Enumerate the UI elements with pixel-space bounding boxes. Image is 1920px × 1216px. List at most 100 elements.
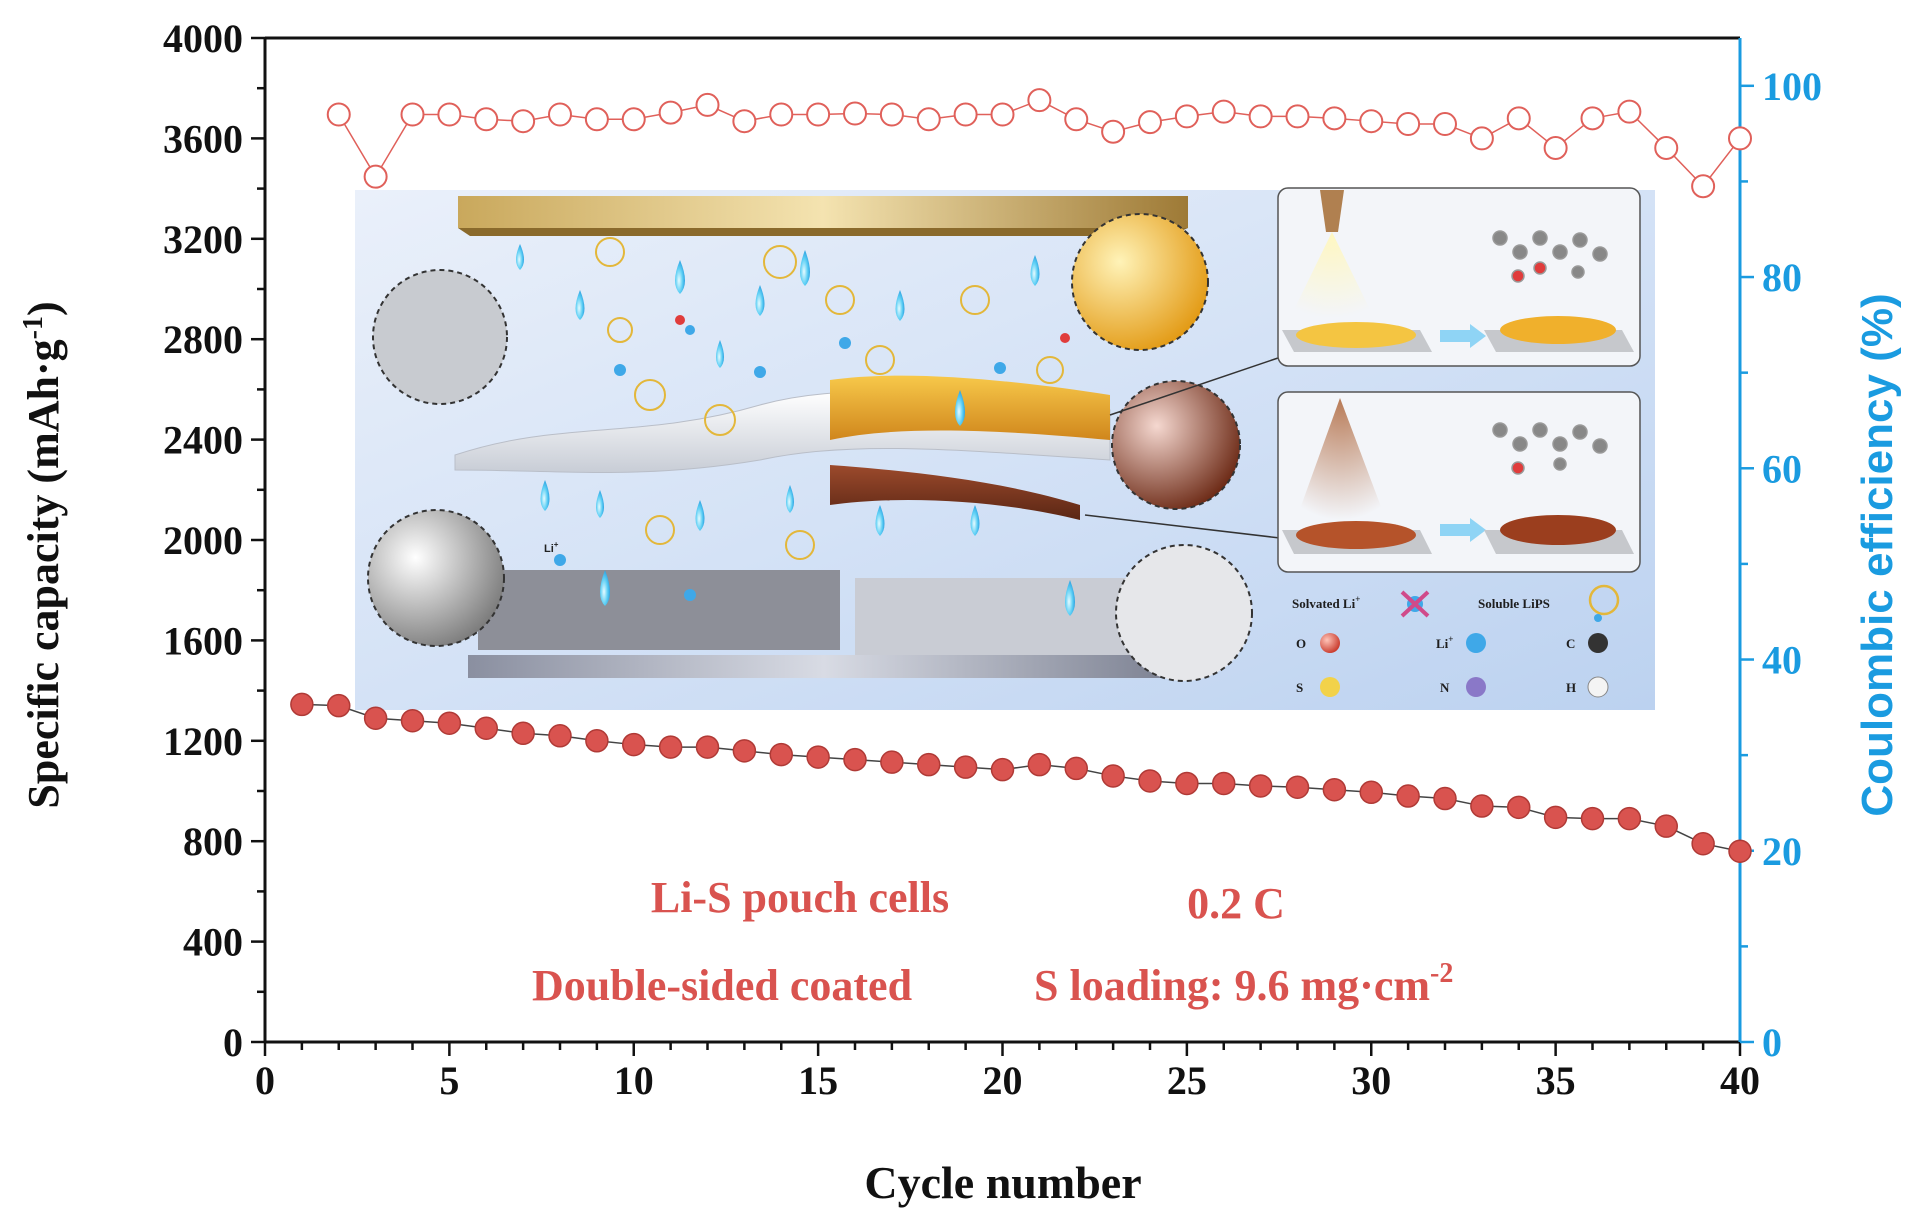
y-left-tick-label: 800 xyxy=(183,819,243,864)
magnifier-gold xyxy=(1071,213,1209,351)
capacity-point xyxy=(474,716,498,740)
x-tick-label: 35 xyxy=(1536,1058,1576,1103)
capacity-point xyxy=(695,735,720,759)
capacity-point xyxy=(1543,805,1568,830)
efficiency-point xyxy=(953,102,978,127)
capacity-point xyxy=(1285,775,1310,799)
annotation-pouch-cells: Li-S pouch cells xyxy=(651,873,949,922)
molecule-sketches xyxy=(595,237,1064,560)
capacity-point xyxy=(1507,795,1531,820)
coated-disc-brown xyxy=(1296,521,1416,549)
efficiency-point xyxy=(1580,106,1605,131)
efficiency-point xyxy=(990,102,1015,127)
magnifier-separator xyxy=(372,269,508,405)
solvated-li-icon xyxy=(1400,590,1430,618)
efficiency-point xyxy=(1617,99,1642,124)
capacity-point xyxy=(880,750,904,774)
efficiency-point xyxy=(1174,104,1199,129)
arrow-yellow xyxy=(1440,324,1486,348)
capacity-point xyxy=(1101,764,1125,788)
atom-n-icon xyxy=(1466,677,1486,697)
magnifier-anode-right xyxy=(1115,544,1253,682)
top-current-collector xyxy=(458,196,1188,228)
capacity-point xyxy=(400,708,425,733)
schematic-inset: Li+ xyxy=(355,187,1655,710)
x-tick-label: 25 xyxy=(1167,1058,1207,1103)
efficiency-point xyxy=(326,102,351,127)
efficiency-point xyxy=(1322,106,1347,131)
x-tick-label: 0 xyxy=(255,1058,275,1103)
efficiency-point xyxy=(806,102,831,127)
capacity-point xyxy=(1064,756,1088,781)
legend-atom-o: O xyxy=(1296,636,1306,651)
efficiency-point xyxy=(584,107,609,132)
axis-ticks xyxy=(251,36,1754,1056)
y-right-tick-label: 100 xyxy=(1762,64,1822,109)
efficiency-point xyxy=(474,107,499,132)
capacity-point xyxy=(1212,771,1236,796)
x-tick-label: 30 xyxy=(1351,1058,1391,1103)
coated-result-brown xyxy=(1500,515,1616,545)
y-left-tick-label: 400 xyxy=(183,920,243,965)
x-axis-title: Cycle number xyxy=(864,1157,1141,1208)
legend-atom-n: N xyxy=(1440,680,1450,695)
molecule-structure-yellow xyxy=(1492,230,1608,283)
x-tick-label: 40 xyxy=(1720,1058,1760,1103)
y-left-tick-label: 1200 xyxy=(163,719,243,764)
efficiency-point xyxy=(879,102,904,127)
y-left-tick-label: 2400 xyxy=(163,418,243,463)
lithium-anode-right xyxy=(855,578,1160,655)
x-tick-label: 15 xyxy=(798,1058,838,1103)
capacity-point xyxy=(1580,806,1605,831)
efficiency-point xyxy=(732,109,757,134)
bottom-current-collector xyxy=(468,655,1180,678)
capacity-line xyxy=(301,703,1741,852)
y-left-tick-label: 2800 xyxy=(163,317,243,362)
capacity-point xyxy=(1359,780,1383,805)
capacity-point xyxy=(1617,806,1642,831)
capacity-point xyxy=(622,732,646,757)
atom-c-icon xyxy=(1588,633,1608,653)
efficiency-point xyxy=(548,102,572,127)
capacity-point xyxy=(437,711,462,735)
capacity-point xyxy=(843,747,867,772)
efficiency-point xyxy=(1064,107,1089,132)
efficiency-point xyxy=(1506,106,1531,131)
y-left-tick-label: 2000 xyxy=(163,518,243,563)
capacity-point xyxy=(548,724,572,748)
annotations: Li-S pouch cells 0.2 C Double-sided coat… xyxy=(532,873,1453,1010)
y-left-tick-label: 3600 xyxy=(163,116,243,161)
efficiency-point xyxy=(769,102,794,127)
capacity-point xyxy=(511,721,535,746)
capacity-point xyxy=(732,739,757,763)
capacity-point xyxy=(1248,774,1273,798)
tick-labels: 0 5 10 15 20 25 30 35 40040080012001600200024002… xyxy=(163,16,1822,1103)
efficiency-point xyxy=(437,102,462,127)
magnifier-brown xyxy=(1111,380,1241,510)
capacity-point xyxy=(1691,831,1715,856)
lithium-anode-left xyxy=(478,570,840,650)
y-right-tick-label: 60 xyxy=(1762,446,1802,491)
capacity-point xyxy=(363,706,388,730)
annotation-rate: 0.2 C xyxy=(1187,879,1285,928)
capacity-point xyxy=(769,742,793,767)
efficiency-point xyxy=(1027,88,1052,113)
efficiency-point xyxy=(1433,112,1457,137)
y-right-tick-label: 0 xyxy=(1762,1020,1782,1065)
capacity-point xyxy=(1470,794,1494,818)
x-tick-label: 20 xyxy=(983,1058,1023,1103)
solvated-li-sketches xyxy=(554,315,1070,601)
atom-o-icon xyxy=(1320,633,1340,653)
efficiency-point xyxy=(1285,104,1310,129)
efficiency-point xyxy=(400,102,425,127)
brown-coating-layer xyxy=(830,465,1080,520)
capacity-point xyxy=(1396,784,1420,808)
annotation-double-sided: Double-sided coated xyxy=(532,961,912,1010)
capacity-point xyxy=(1175,771,1199,796)
inset-legend: Solvated Li+ Soluble LiPS O Li+ C S N xyxy=(1292,584,1620,698)
atom-s-icon xyxy=(1320,677,1340,697)
molecule-structure-brown xyxy=(1492,422,1608,475)
capacity-point xyxy=(327,693,351,718)
capacity-point xyxy=(806,745,830,769)
